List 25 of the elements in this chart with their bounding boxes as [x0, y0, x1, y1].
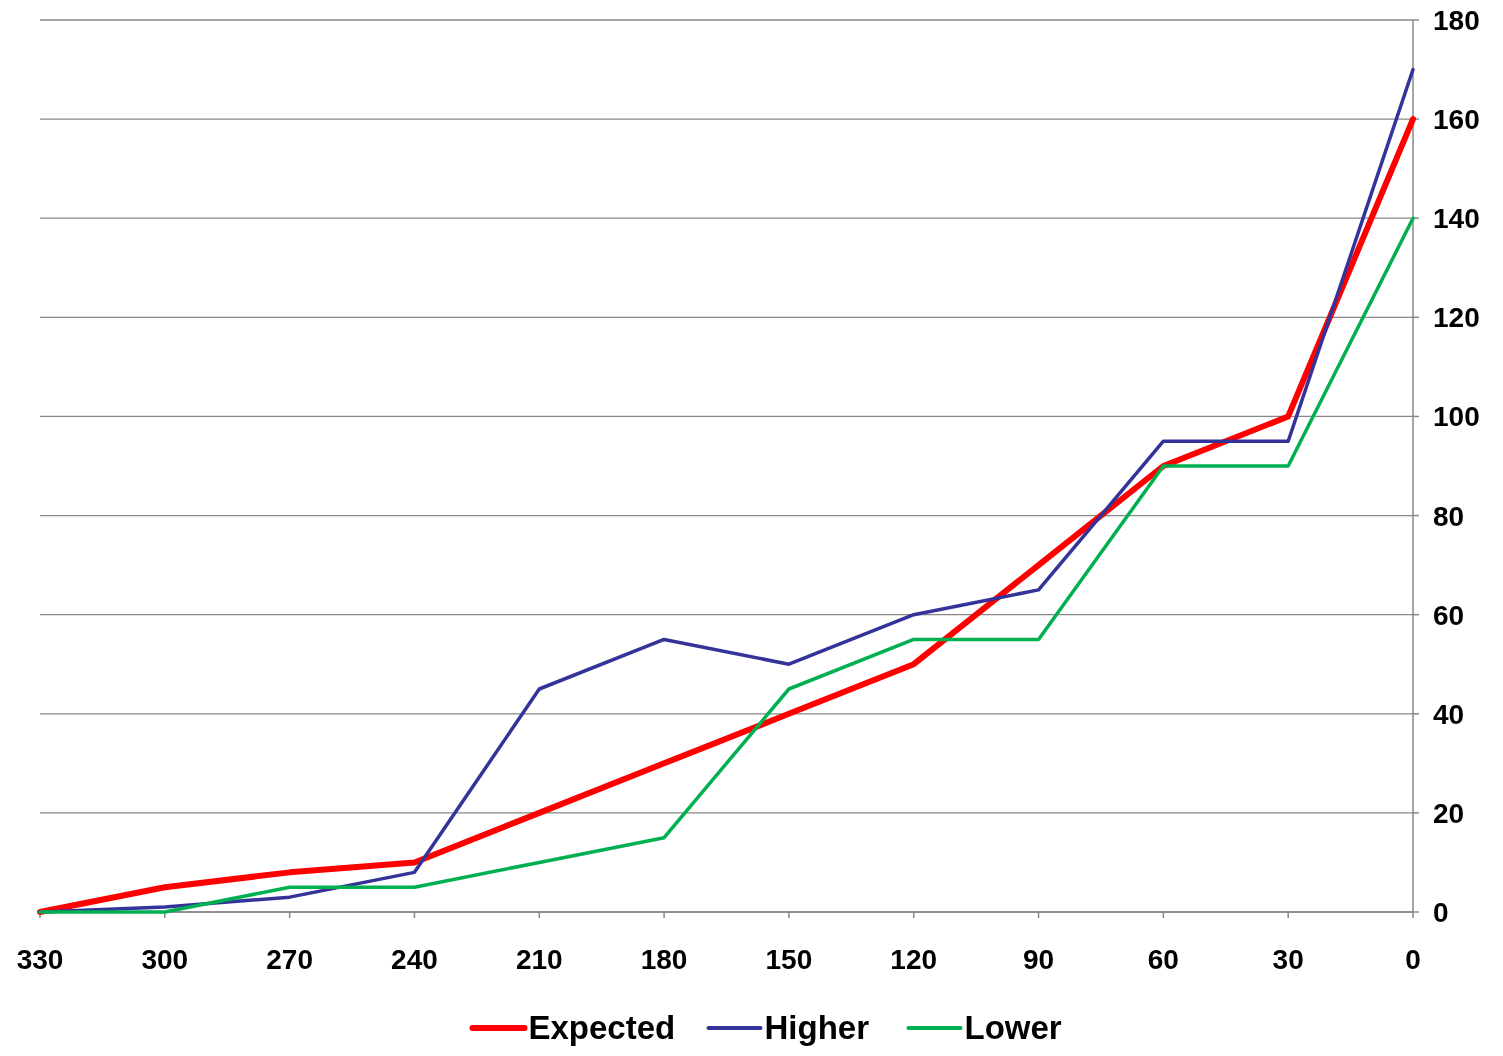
y-tick-label: 140 [1433, 203, 1480, 235]
legend-label: Lower [964, 1009, 1062, 1046]
y-tick-label: 80 [1433, 500, 1465, 532]
y-tick-label: 180 [1433, 5, 1480, 36]
legend-label: Expected [528, 1009, 676, 1046]
x-tick-label: 30 [1272, 944, 1304, 975]
x-tick-label: 240 [391, 944, 438, 975]
x-tick-label: 300 [141, 944, 189, 975]
legend-label: Higher [764, 1009, 870, 1046]
x-tick-label: 0 [1405, 944, 1421, 975]
x-tick-label: 150 [765, 944, 813, 975]
x-tick-label: 60 [1147, 944, 1179, 975]
y-tick-label: 40 [1433, 698, 1465, 730]
x-tick-label: 180 [640, 944, 688, 975]
x-tick-label: 120 [890, 944, 938, 975]
y-tick-label: 100 [1433, 401, 1480, 433]
x-tick-label: 270 [266, 944, 313, 975]
y-tick-label: 60 [1433, 599, 1465, 631]
x-tick-label: 210 [515, 944, 563, 975]
y-tick-label: 160 [1433, 104, 1480, 136]
y-tick-label: 20 [1433, 797, 1465, 829]
y-tick-label: 0 [1433, 897, 1449, 928]
y-tick-label: 120 [1433, 302, 1480, 334]
x-tick-label: 330 [16, 944, 64, 975]
x-tick-label: 90 [1022, 944, 1055, 975]
